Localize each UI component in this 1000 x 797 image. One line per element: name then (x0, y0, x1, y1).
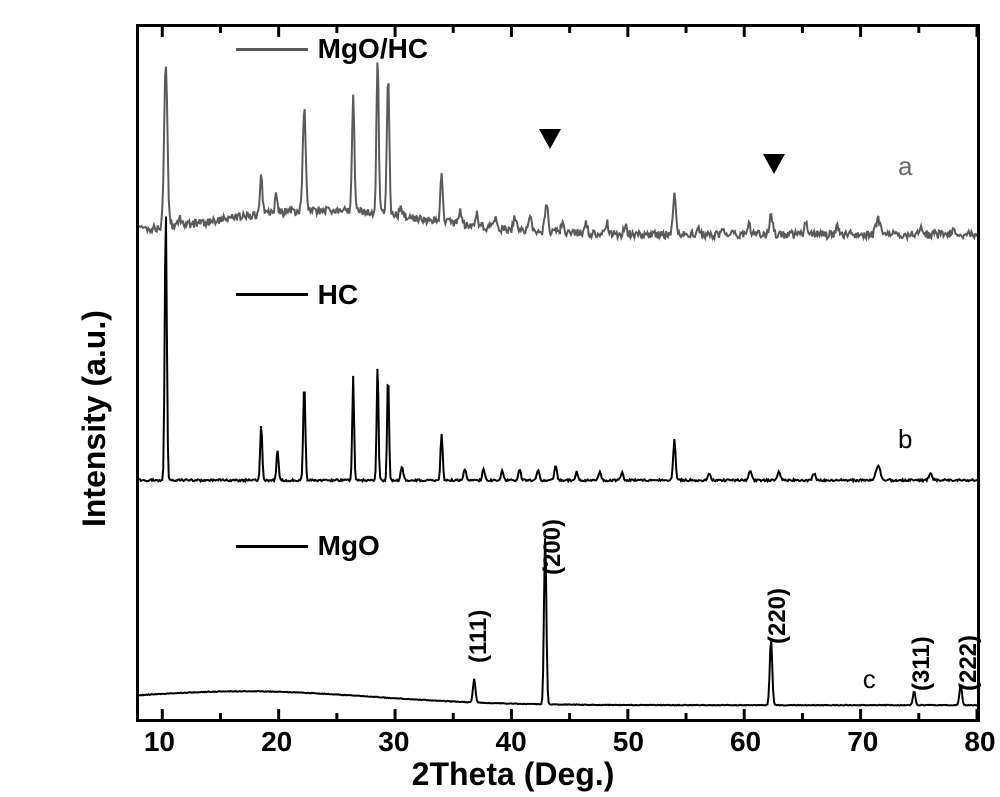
triangle-down-icon (763, 154, 785, 174)
x-tick-label: 10 (144, 726, 175, 758)
legend-line-icon (236, 545, 308, 548)
x-tick-label: 60 (730, 726, 761, 758)
miller-index-label: (222) (955, 635, 983, 691)
miller-index-label: (311) (908, 636, 936, 691)
miller-index-label: (220) (764, 588, 792, 644)
legend-line-icon (236, 293, 308, 296)
x-tick-label: 70 (847, 726, 878, 758)
legend-text: MgO/HC (318, 33, 428, 65)
series-label: a (898, 151, 912, 182)
xrd-figure: 1020304050607080 2Theta (Deg.) Intensity… (36, 10, 990, 780)
legend-text: MgO (318, 530, 380, 562)
series-hc (139, 216, 977, 481)
x-tick-label: 80 (964, 726, 995, 758)
series-mgohc (139, 62, 977, 238)
x-axis-label: 2Theta (Deg.) (36, 756, 990, 793)
legend-text: HC (318, 279, 358, 311)
miller-index-label: (200) (539, 519, 567, 575)
y-axis-label: Intensity (a.u.) (76, 310, 113, 527)
x-tick-label: 30 (378, 726, 409, 758)
x-tick-label: 40 (496, 726, 527, 758)
legend-line-icon (236, 48, 308, 51)
series-label: b (898, 424, 912, 455)
triangle-down-icon (539, 129, 561, 149)
x-tick-label: 20 (261, 726, 292, 758)
legend-lg-mgo: MgO (236, 530, 380, 562)
miller-index-label: (111) (465, 609, 493, 662)
legend-lg-mgohc: MgO/HC (236, 33, 428, 65)
series-label: c (863, 664, 876, 695)
legend-lg-hc: HC (236, 279, 358, 311)
x-tick-label: 50 (613, 726, 644, 758)
